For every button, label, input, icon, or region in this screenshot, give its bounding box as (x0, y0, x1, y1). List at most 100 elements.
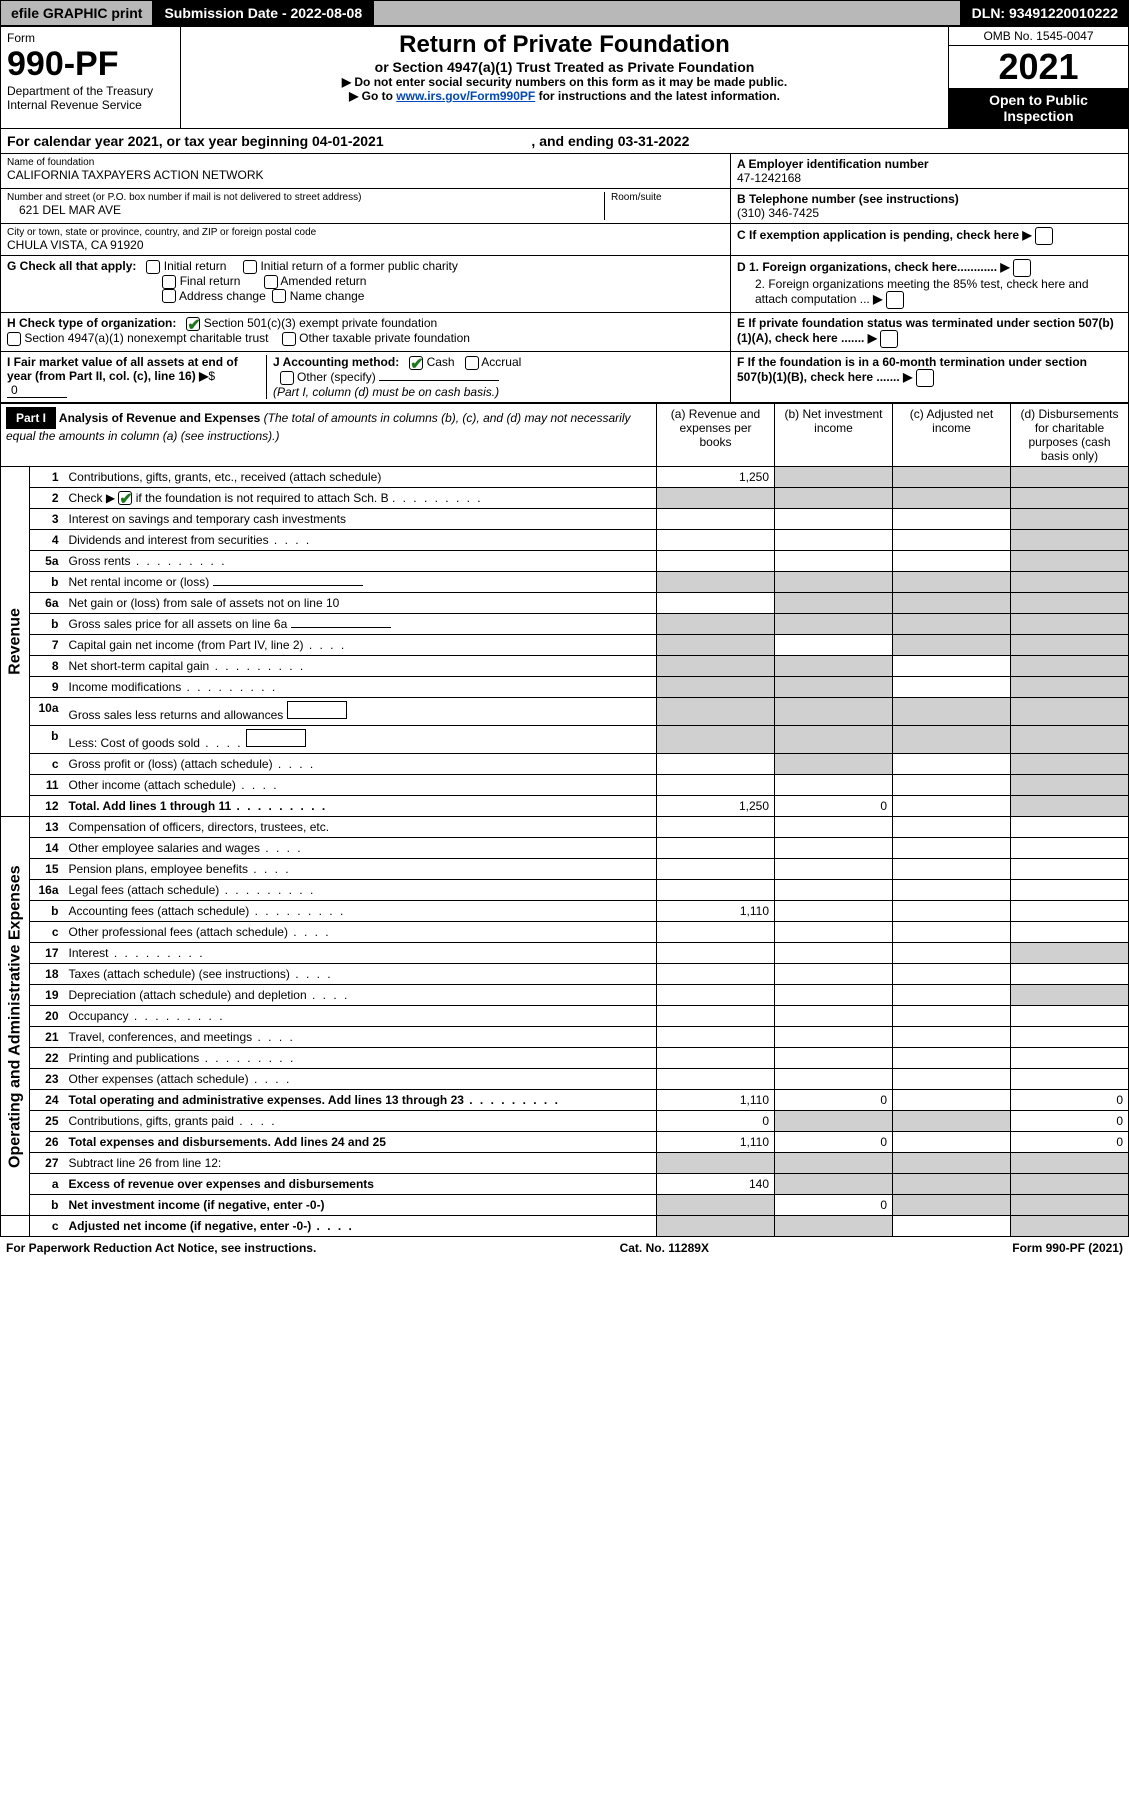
line-9-no: 9 (30, 677, 64, 698)
city-label: City or town, state or province, country… (7, 227, 724, 238)
line-6b-no: b (30, 614, 64, 635)
line-16a-desc: Legal fees (attach schedule) (69, 883, 220, 897)
ein-label: A Employer identification number (737, 157, 1122, 171)
line-27b-desc: Net investment income (if negative, ente… (64, 1195, 657, 1216)
line-17-no: 17 (30, 943, 64, 964)
g-address-checkbox[interactable] (162, 289, 176, 303)
j-note: (Part I, column (d) must be on cash basi… (273, 385, 499, 399)
line-16b-a: 1,110 (657, 901, 775, 922)
part1-table: Part I Analysis of Revenue and Expenses … (0, 403, 1129, 1238)
irs-link[interactable]: www.irs.gov/Form990PF (396, 89, 535, 103)
open-public-badge: Open to Public Inspection (949, 88, 1128, 128)
line-27b-no: b (30, 1195, 64, 1216)
form-number: 990-PF (7, 45, 174, 84)
instr2-pre: ▶ Go to (349, 89, 396, 103)
form-left-cell: Form 990-PF Department of the Treasury I… (1, 27, 181, 129)
line-27b-b: 0 (775, 1195, 893, 1216)
efile-print-button[interactable]: efile GRAPHIC print (0, 0, 153, 26)
line-19-no: 19 (30, 985, 64, 1006)
calyear-end: 03-31-2022 (618, 133, 690, 149)
g-name-checkbox[interactable] (272, 289, 286, 303)
omb-number: OMB No. 1545-0047 (949, 27, 1128, 46)
line-24-desc: Total operating and administrative expen… (69, 1093, 464, 1107)
col-d-header: (d) Disbursements for charitable purpose… (1011, 403, 1129, 466)
line-22-no: 22 (30, 1048, 64, 1069)
h-4947-checkbox[interactable] (7, 332, 21, 346)
line-2-no: 2 (30, 487, 64, 509)
line-4-no: 4 (30, 530, 64, 551)
f-cell: F If the foundation is in a 60-month ter… (731, 352, 1128, 403)
line-2-d (1011, 487, 1129, 509)
line-24-no: 24 (30, 1090, 64, 1111)
g-initial: Initial return (164, 259, 227, 273)
g-amended-checkbox[interactable] (264, 275, 278, 289)
line-10a-no: 10a (30, 698, 64, 726)
line-2-desc: Check ▶ if the foundation is not require… (64, 487, 657, 509)
g-cell: G Check all that apply: Initial return I… (1, 256, 731, 313)
line-6b-desc: Gross sales price for all assets on line… (69, 617, 288, 631)
line-1-desc: Contributions, gifts, grants, etc., rece… (64, 466, 657, 487)
line-26-no: 26 (30, 1132, 64, 1153)
line-21-no: 21 (30, 1027, 64, 1048)
line-27c-no: c (30, 1216, 64, 1237)
j-accrual-checkbox[interactable] (465, 356, 479, 370)
line-12-a: 1,250 (657, 796, 775, 817)
j-other-checkbox[interactable] (280, 371, 294, 385)
phone-label: B Telephone number (see instructions) (737, 192, 1122, 206)
g-final: Final return (180, 274, 241, 288)
line-7-no: 7 (30, 635, 64, 656)
line-20-desc: Occupancy (69, 1009, 129, 1023)
g-initial-former-checkbox[interactable] (243, 260, 257, 274)
h-other-checkbox[interactable] (282, 332, 296, 346)
entity-info: Name of foundation CALIFORNIA TAXPAYERS … (0, 154, 1129, 403)
line-26-b: 0 (775, 1132, 893, 1153)
line-20-no: 20 (30, 1006, 64, 1027)
d-cell: D 1. Foreign organizations, check here..… (731, 256, 1128, 313)
f-checkbox[interactable] (916, 369, 934, 387)
line-25-desc: Contributions, gifts, grants paid (69, 1114, 234, 1128)
phone-cell: B Telephone number (see instructions) (3… (731, 189, 1128, 224)
d1-checkbox[interactable] (1013, 259, 1031, 277)
line-15-desc: Pension plans, employee benefits (69, 862, 248, 876)
h-4947: Section 4947(a)(1) nonexempt charitable … (24, 331, 268, 345)
line-2-checkbox[interactable] (118, 491, 132, 505)
tax-year: 2021 (949, 46, 1128, 88)
line-6a-desc: Net gain or (loss) from sale of assets n… (64, 593, 657, 614)
room-label: Room/suite (611, 192, 724, 203)
irs-label: Internal Revenue Service (7, 98, 174, 112)
e-checkbox[interactable] (880, 330, 898, 348)
line-23-no: 23 (30, 1069, 64, 1090)
line-15-no: 15 (30, 859, 64, 880)
line-5b-no: b (30, 572, 64, 593)
name-label: Name of foundation (7, 157, 724, 168)
dept-treasury: Department of the Treasury (7, 84, 174, 98)
line-1-b (775, 466, 893, 487)
line-26-a: 1,110 (657, 1132, 775, 1153)
phone-value: (310) 346-7425 (737, 206, 1122, 220)
line-1-a: 1,250 (657, 466, 775, 487)
g-address: Address change (179, 289, 266, 303)
ij-cell: I Fair market value of all assets at end… (1, 352, 731, 403)
h-501c3-checkbox[interactable] (186, 317, 200, 331)
line-8-no: 8 (30, 656, 64, 677)
line-16a-no: 16a (30, 880, 64, 901)
line-12-no: 12 (30, 796, 64, 817)
line-16c-desc: Other professional fees (attach schedule… (69, 925, 288, 939)
ein-cell: A Employer identification number 47-1242… (731, 154, 1128, 189)
f-label: F If the foundation is in a 60-month ter… (737, 355, 1087, 384)
h-label: H Check type of organization: (7, 316, 176, 330)
g-label: G Check all that apply: (7, 259, 136, 273)
form-title: Return of Private Foundation (187, 31, 942, 59)
d2-checkbox[interactable] (886, 291, 904, 309)
instr-goto: ▶ Go to www.irs.gov/Form990PF for instru… (187, 89, 942, 103)
line-26-desc: Total expenses and disbursements. Add li… (64, 1132, 657, 1153)
line-24-b: 0 (775, 1090, 893, 1111)
g-final-checkbox[interactable] (162, 275, 176, 289)
line-25-a: 0 (657, 1111, 775, 1132)
g-initial-checkbox[interactable] (146, 260, 160, 274)
line-27a-no: a (30, 1174, 64, 1195)
j-cash-checkbox[interactable] (409, 356, 423, 370)
c-checkbox[interactable] (1035, 227, 1053, 245)
form-right-cell: OMB No. 1545-0047 2021 Open to Public In… (949, 27, 1129, 129)
h-cell: H Check type of organization: Section 50… (1, 313, 731, 352)
